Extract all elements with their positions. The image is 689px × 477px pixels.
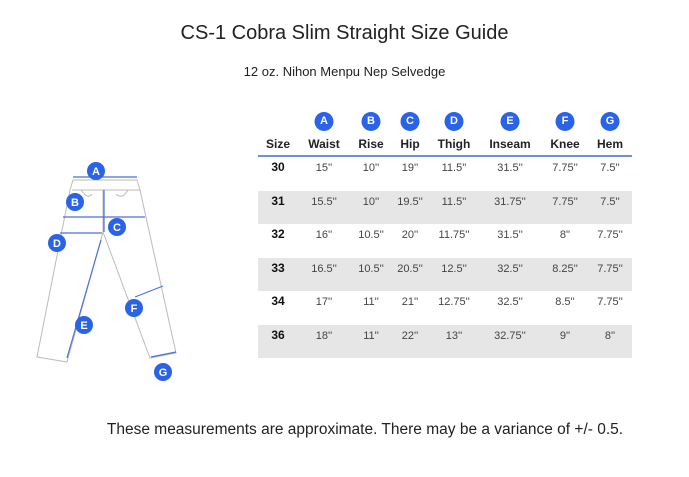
column-header-thigh: Thigh	[437, 137, 471, 151]
measurement-cell: 7.5''	[600, 195, 620, 208]
column-badge-b: B	[361, 112, 381, 131]
column-header-inseam: Inseam	[489, 137, 531, 151]
diagram-badge-c: C	[108, 218, 126, 236]
diagram-badge-a: A	[87, 162, 105, 180]
measurement-cell: 32.75''	[494, 329, 526, 342]
diagram-badge-b: B	[66, 193, 84, 211]
measurement-cell: 7.75''	[597, 229, 623, 241]
measurement-cell: 12.5''	[441, 262, 467, 275]
measurement-cell: 12.75''	[438, 296, 470, 308]
size-cell: 31	[271, 193, 285, 208]
svg-text:F: F	[131, 303, 138, 315]
table-row: 36 18'' 11'' 22'' 13'' 32.75'' 9'' 8''	[258, 324, 632, 358]
measurement-cell: 16''	[315, 229, 333, 241]
waistband	[72, 189, 140, 232]
measurement-cell: 31.5''	[497, 162, 523, 174]
measurement-cell: 8.5''	[555, 296, 575, 308]
size-cell: 33	[271, 260, 285, 275]
table-row: 33 16.5'' 10.5'' 20.5'' 12.5'' 32.5'' 8.25'' 7.…	[258, 257, 632, 291]
column-badge-f: F	[555, 112, 575, 131]
measurement-cell: 32.5''	[497, 296, 523, 308]
table-row: 30 15'' 10'' 19'' 11.5'' 31.5'' 7.75'' 7.5''	[258, 157, 632, 191]
measurement-cell: 11''	[363, 329, 379, 342]
table-row: 32 16'' 10.5'' 20'' 11.75'' 31.5'' 8'' 7.75''	[258, 224, 632, 258]
measurement-cell: 10''	[362, 195, 380, 208]
measurement-cell: 8.25''	[552, 262, 578, 275]
measurement-cell: 8''	[559, 229, 571, 241]
measurement-cell: 15''	[315, 162, 333, 174]
svg-text:A: A	[92, 166, 100, 178]
measurement-cell: 7.5''	[600, 162, 620, 174]
column-badge-g: G	[600, 112, 620, 131]
diagram-badge-g: G	[154, 363, 172, 381]
measurement-cell: 11.5''	[441, 195, 467, 208]
measurement-cell: 7.75''	[597, 262, 623, 275]
column-header-hip: Hip	[400, 137, 420, 151]
measurement-cell: 7.75''	[552, 162, 578, 174]
column-header-hem: Hem	[596, 137, 624, 151]
measurement-cell: 31.5''	[497, 229, 523, 241]
column-header-waist: Waist	[308, 137, 340, 151]
measurement-cell: 20''	[401, 229, 419, 241]
diagram-badge-d: D	[48, 234, 66, 252]
measurement-cell: 11''	[363, 296, 379, 308]
column-badge-c: C	[400, 112, 420, 131]
svg-text:E: E	[80, 320, 87, 332]
knee-measure-line	[134, 285, 164, 298]
size-cell: 32	[271, 227, 285, 241]
svg-text:B: B	[71, 197, 79, 209]
measurement-cell: 11.5''	[441, 162, 467, 174]
pants-diagram: A B C D E F G	[36, 162, 177, 381]
page-title: CS-1 Cobra Slim Straight Size Guide	[180, 22, 509, 44]
svg-text:G: G	[159, 367, 168, 379]
measurement-cell: 15.5''	[311, 195, 337, 208]
measurement-cell: 19''	[401, 162, 419, 174]
measurement-cell: 7.75''	[552, 195, 578, 208]
measurement-cell: 7.75''	[597, 296, 623, 308]
table-row: 31 15.5'' 10'' 19.5'' 11.5'' 31.75'' 7.75'' 7.5…	[258, 190, 632, 224]
hem-measure-line	[150, 351, 177, 358]
measurement-cell: 10.5''	[358, 229, 384, 241]
inseam-measure-line	[66, 239, 102, 359]
measurement-cell: 10''	[362, 162, 380, 174]
measurement-cell: 8''	[604, 329, 616, 342]
size-table: Size A Waist B Rise C Hip D Thigh E Inseam F Knee G H…	[258, 110, 632, 358]
size-cell: 30	[271, 160, 285, 174]
measurement-cell: 9''	[559, 329, 571, 342]
column-header-rise: Rise	[358, 137, 384, 151]
measurement-cell: 19.5''	[397, 195, 423, 208]
size-header: Size	[265, 137, 291, 151]
diagram-badge-f: F	[125, 299, 143, 317]
svg-text:D: D	[53, 238, 61, 250]
measurement-cell: 10.5''	[358, 262, 384, 275]
measurement-cell: 31.75''	[494, 195, 526, 208]
measurement-cell: 18''	[315, 329, 333, 342]
column-badge-d: D	[444, 112, 464, 131]
column-header-knee: Knee	[550, 137, 580, 151]
measurement-cell: 32.5''	[497, 262, 523, 275]
column-badge-e: E	[500, 112, 520, 131]
page-subtitle: 12 oz. Nihon Menpu Nep Selvedge	[243, 64, 446, 79]
measurement-cell: 11.75''	[438, 229, 470, 241]
table-row: 34 17'' 11'' 21'' 12.75'' 32.5'' 8.5'' 7.75''	[258, 291, 632, 325]
pants-outline	[36, 179, 177, 363]
variance-note: These measurements are approximate. Ther…	[106, 421, 624, 438]
size-cell: 34	[271, 294, 285, 308]
measurement-cell: 20.5''	[397, 262, 423, 275]
measurement-cell: 13''	[445, 329, 463, 342]
table-header: Size A Waist B Rise C Hip D Thigh E Inseam F Knee G H…	[258, 110, 632, 157]
measurement-cell: 21''	[401, 296, 419, 308]
measurement-cell: 22''	[401, 329, 419, 342]
svg-text:C: C	[113, 222, 121, 234]
measurement-cell: 16.5''	[311, 262, 337, 275]
column-badge-a: A	[314, 112, 334, 131]
size-cell: 36	[271, 327, 285, 342]
diagram-badge-e: E	[75, 316, 93, 334]
measurement-cell: 17''	[315, 296, 333, 308]
